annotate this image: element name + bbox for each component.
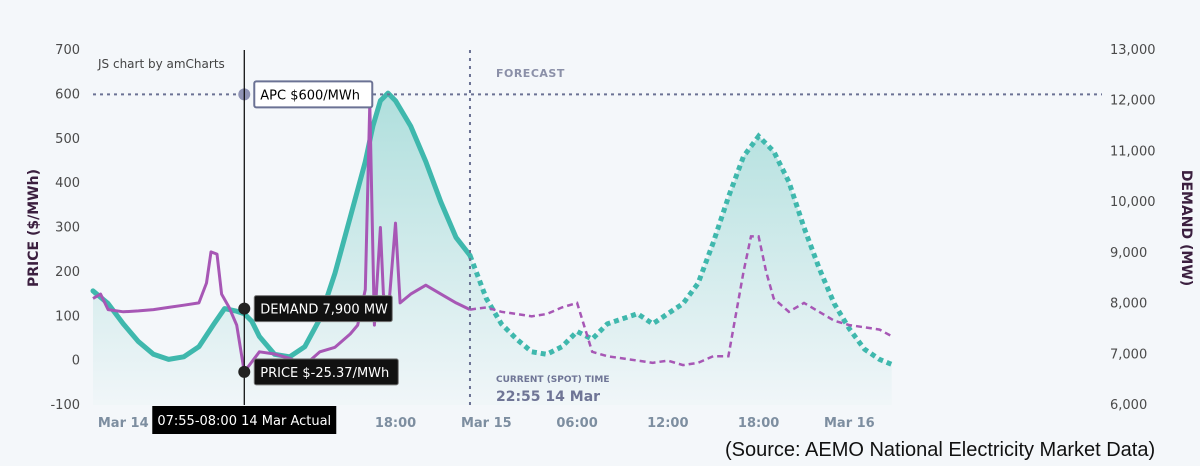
chart-credit: JS chart by amCharts (97, 57, 225, 71)
left-tick-label: 300 (55, 221, 80, 236)
demand-cursor-marker (238, 302, 251, 315)
left-axis-ticks: -100 0 100 200 300 400 500 600 700 (50, 43, 80, 413)
apc-tooltip-box (253, 80, 374, 109)
right-tick-label: 9,000 (1110, 246, 1147, 261)
right-tick-label: 7,000 (1110, 347, 1147, 362)
demand-tooltip-text: DEMAND 7,900 MW (260, 303, 388, 318)
right-tick-label: 8,000 (1110, 297, 1147, 312)
x-tick-label: 18:00 (738, 416, 779, 431)
left-tick-label: 0 (72, 354, 80, 369)
x-tick-label: 06:00 (556, 416, 597, 431)
demand-forecast-line (467, 132, 893, 367)
apc-tooltip-text: APC $600/MWh (260, 88, 360, 103)
right-tick-label: 13,000 (1110, 43, 1156, 58)
left-tick-label: 600 (55, 87, 80, 102)
series-group (90, 90, 893, 405)
right-tick-label: 11,000 (1110, 144, 1156, 159)
left-tick-label: 700 (55, 43, 80, 58)
time-tooltip-box (152, 406, 337, 434)
right-tick-label: 10,000 (1110, 195, 1156, 210)
left-tick-label: 400 (55, 176, 80, 191)
x-tick-label: 12:00 (647, 416, 688, 431)
price-cursor-marker (238, 365, 251, 378)
left-tick-label: 100 (55, 309, 80, 324)
right-tick-label: 6,000 (1110, 398, 1147, 413)
time-tooltip: 07:55-08:00 14 Mar Actual (152, 406, 337, 434)
demand-area (93, 93, 892, 405)
x-tick-label: Mar 16 (824, 416, 875, 431)
forecast-label: FORECAST (496, 67, 565, 80)
right-axis-ticks: 6,000 7,000 8,000 9,000 10,000 11,000 12,000 13… (1110, 43, 1156, 413)
price-tooltip: PRICE $-25.37/MWh (238, 358, 399, 386)
apc-tooltip: APC $600/MWh (253, 80, 374, 109)
x-tick-label: 18:00 (375, 416, 416, 431)
current-time-value: 22:55 14 Mar (496, 389, 600, 405)
demand-tooltip-box (253, 295, 393, 323)
time-tooltip-text: 07:55-08:00 14 Mar Actual (157, 414, 331, 429)
source-note: (Source: AEMO National Electricity Marke… (725, 439, 1155, 461)
price-tooltip-box (253, 358, 399, 386)
right-tick-label: 12,000 (1110, 94, 1156, 109)
price-tooltip-text: PRICE $-25.37/MWh (260, 366, 389, 381)
demand-tooltip: DEMAND 7,900 MW (238, 295, 393, 323)
x-tick-label: Mar 14 (98, 416, 149, 431)
right-axis-title: DEMAND (MW) (1178, 170, 1194, 286)
x-tick-label: Mar 15 (461, 416, 512, 431)
current-time-label: CURRENT (SPOT) TIME (496, 375, 610, 385)
left-tick-label: -100 (50, 398, 80, 413)
left-axis-title: PRICE ($/MWh) (26, 169, 42, 287)
left-tick-label: 500 (55, 132, 80, 147)
left-tick-label: 200 (55, 265, 80, 280)
